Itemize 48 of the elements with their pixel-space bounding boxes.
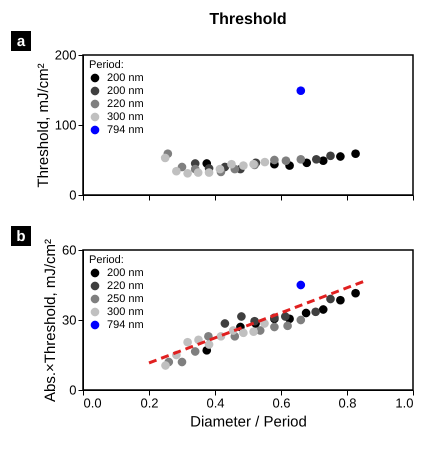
point <box>296 86 306 96</box>
legend-label: 794 nm <box>107 124 144 136</box>
legend-title: Period: <box>89 59 124 71</box>
legend-label: 200 nm <box>107 267 144 279</box>
text: b <box>16 228 26 245</box>
x-tick-label: 0.8 <box>338 396 357 410</box>
y-tick-label: 30 <box>62 312 76 328</box>
y-axis-title: Threshold, mJ/cm² <box>34 63 52 188</box>
legend-label: 300 nm <box>107 306 144 318</box>
y-axis-title: Abs.×Threshold, mJ/cm² <box>42 239 60 402</box>
point <box>260 158 270 166</box>
x-axis-title: Diameter / Period <box>190 414 307 430</box>
legend-label: 250 nm <box>107 293 144 305</box>
x-tick-label: 1.0 <box>395 396 414 410</box>
legend-label: 200 nm <box>107 72 144 84</box>
point <box>172 166 181 176</box>
point <box>326 151 335 160</box>
legend-label: 200 nm <box>107 85 144 97</box>
x-tick-label: 0.0 <box>84 396 102 410</box>
point <box>204 168 214 177</box>
point <box>318 156 328 166</box>
point <box>227 160 236 169</box>
point <box>351 149 360 158</box>
point <box>216 164 224 174</box>
y-tick-label: 200 <box>54 48 76 62</box>
point <box>183 168 192 178</box>
y-tick-label: 0 <box>69 188 76 202</box>
y-tick-label: 60 <box>62 242 76 258</box>
chart-title: Threshold <box>209 11 287 28</box>
legend-title: Period: <box>89 254 124 266</box>
legend-label: 300 nm <box>107 111 144 123</box>
x-tick-label: 0.6 <box>272 396 291 410</box>
point <box>312 154 321 164</box>
x-tick-label: 0.2 <box>140 396 159 410</box>
point <box>336 152 345 161</box>
text: a <box>16 33 26 50</box>
legend-label: 220 nm <box>107 280 144 292</box>
point <box>282 156 290 166</box>
y-tick-label: 0 <box>69 382 76 398</box>
point <box>270 156 279 164</box>
y-tick-label: 100 <box>54 118 76 132</box>
x-tick-label: 0.4 <box>206 396 225 410</box>
point <box>194 168 202 177</box>
legend-label: 220 nm <box>107 98 144 110</box>
point <box>296 154 306 164</box>
point <box>239 161 248 170</box>
legend-label: 794 nm <box>107 319 144 331</box>
point <box>160 154 170 162</box>
